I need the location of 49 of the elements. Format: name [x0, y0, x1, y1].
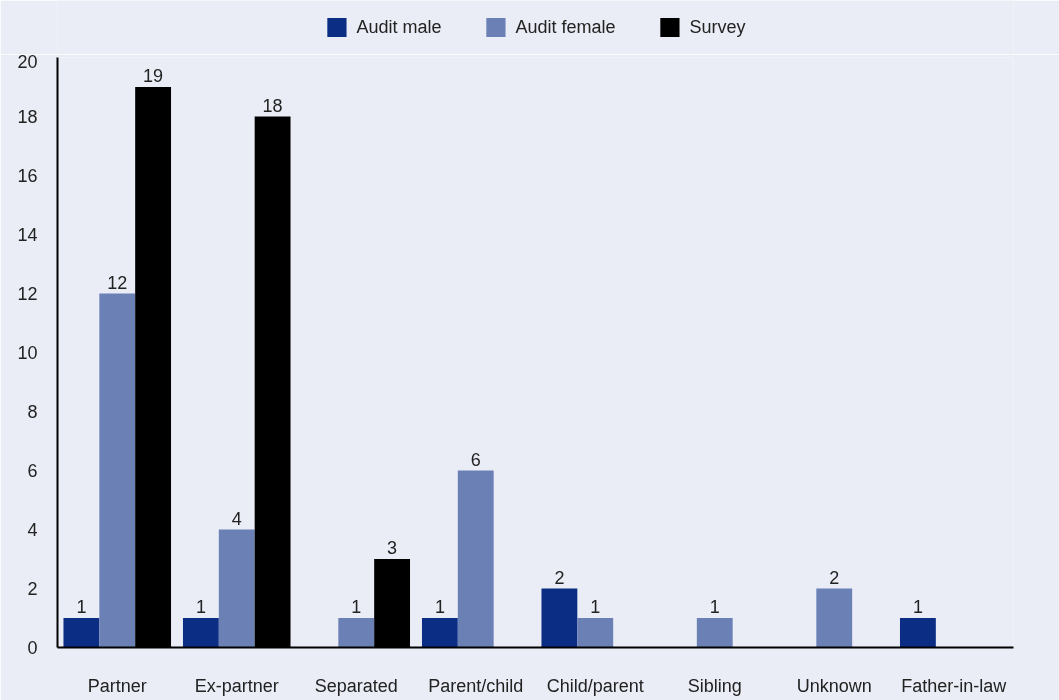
- y-tick-label: 2: [27, 579, 38, 599]
- x-tick-label: Ex-partner: [194, 675, 279, 696]
- legend-label: Audit female: [515, 16, 616, 38]
- bar: [696, 618, 733, 648]
- bar: [218, 529, 255, 648]
- y-tick-label: 4: [27, 520, 38, 540]
- data-label: 1: [76, 597, 87, 617]
- data-label: 1: [709, 597, 720, 617]
- y-tick-label: 16: [17, 166, 38, 186]
- x-tick-label: Partner: [87, 675, 147, 696]
- legend-label: Survey: [689, 16, 746, 38]
- y-tick-label: 6: [27, 461, 38, 481]
- bar: [577, 618, 614, 648]
- data-label: 3: [387, 538, 398, 558]
- bar: [541, 588, 578, 648]
- bar: [338, 618, 375, 648]
- bar: [816, 588, 853, 648]
- bar: [182, 618, 219, 648]
- y-tick-label: 18: [17, 107, 38, 127]
- data-label: 19: [143, 66, 164, 86]
- x-tick-label: Separated: [314, 675, 398, 696]
- x-tick-label: Unknown: [796, 675, 872, 696]
- y-tick-label: 12: [17, 284, 38, 304]
- data-label: 6: [470, 449, 481, 470]
- bar: [457, 470, 494, 648]
- data-label: 12: [107, 272, 128, 293]
- bar: [421, 618, 458, 648]
- x-tick-label: Father-in-law: [901, 675, 1008, 696]
- data-label: 18: [262, 95, 283, 116]
- y-tick-label: 14: [17, 225, 38, 245]
- legend-label: Audit male: [356, 16, 442, 38]
- data-label: 1: [351, 597, 362, 617]
- bar: [63, 618, 100, 648]
- data-label: 4: [231, 508, 242, 529]
- x-tick-label: Sibling: [687, 675, 742, 696]
- y-tick-label: 0: [27, 638, 38, 658]
- y-tick-label: 8: [27, 402, 38, 422]
- data-label: 2: [829, 567, 840, 588]
- x-tick-label: Parent/child: [428, 675, 524, 696]
- y-tick-label: 10: [17, 343, 38, 363]
- data-label: 1: [434, 597, 445, 617]
- data-label: 2: [554, 567, 565, 588]
- y-tick-label: 20: [17, 51, 38, 72]
- x-tick-label: Child/parent: [546, 675, 644, 696]
- data-label: 1: [912, 597, 923, 617]
- bar: [99, 293, 136, 648]
- data-label: 1: [195, 597, 206, 617]
- data-label: 1: [590, 597, 601, 617]
- bar: [899, 618, 936, 648]
